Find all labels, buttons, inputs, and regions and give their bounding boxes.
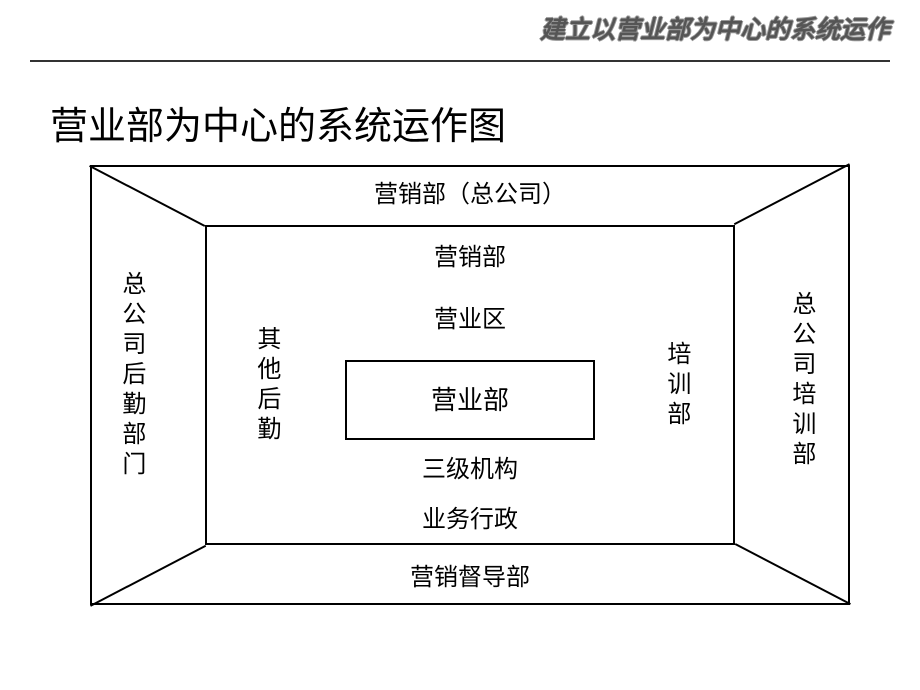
label-outer-left-text: 总公司后勤部门 [120, 270, 149, 480]
label-mid-bottom: 业务行政 [205, 505, 735, 535]
slide-header: 建立以营业部为中心的系统运作 [540, 10, 890, 46]
label-outer-right-text: 总公司培训部 [790, 290, 819, 470]
header-rule [30, 60, 890, 62]
label-mid-top2: 营业区 [205, 305, 735, 335]
label-mid-left: 其他后勤 [255, 325, 284, 445]
label-outer-top: 营销部（总公司） [90, 180, 850, 210]
label-outer-bottom: 营销督导部 [90, 563, 850, 593]
label-center: 营业部 [345, 385, 595, 418]
label-outer-right: 总公司培训部 [790, 290, 819, 470]
org-diagram: 营销部（总公司） 营销督导部 总公司后勤部门 总公司培训部 营销部 营业区 三级… [90, 165, 850, 605]
slide-page: 建立以营业部为中心的系统运作 营业部为中心的系统运作图 营销部（总公司） 营销督… [0, 0, 920, 690]
label-mid-top: 营销部 [205, 243, 735, 273]
slide-title: 营业部为中心的系统运作图 [50, 95, 506, 150]
label-mid-right-text: 培训部 [665, 340, 694, 430]
label-mid-right: 培训部 [665, 340, 694, 430]
label-mid-bottom2: 三级机构 [205, 455, 735, 485]
label-mid-left-text: 其他后勤 [255, 325, 284, 445]
label-outer-left: 总公司后勤部门 [120, 270, 149, 480]
